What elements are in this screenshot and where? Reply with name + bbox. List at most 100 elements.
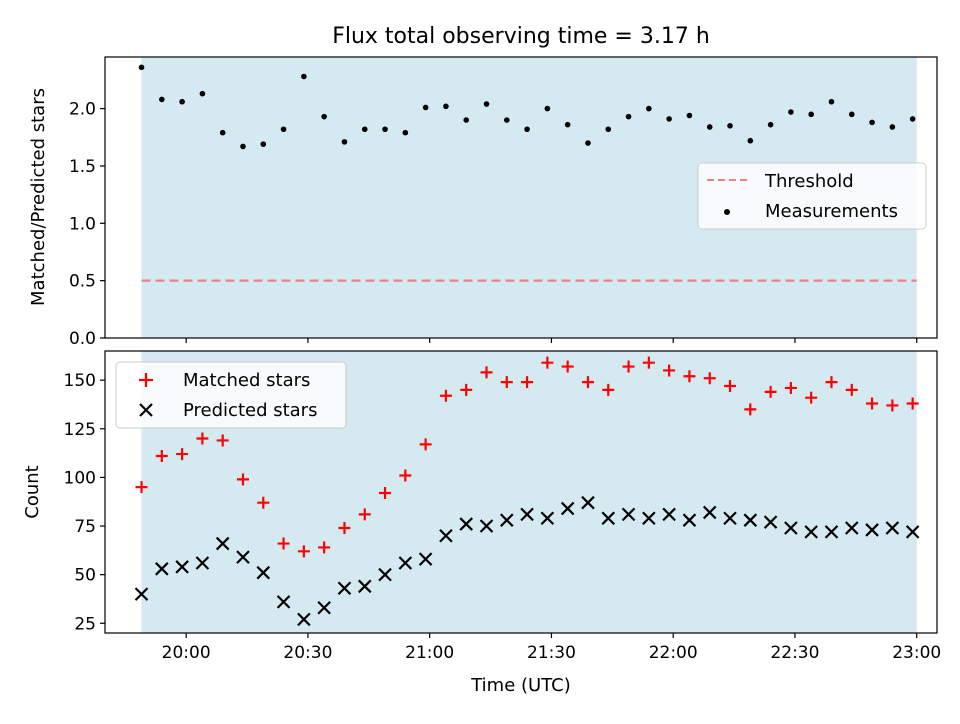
ratio-x-ticks: [185, 338, 918, 343]
time-x-label: Time (UTC): [470, 675, 571, 696]
measurement-point: [402, 129, 409, 136]
predicted-star-marker: [479, 519, 494, 533]
time-x-tick-label: 22:00: [649, 643, 698, 663]
matched-star-marker: [338, 521, 351, 534]
matched-star-marker: [703, 372, 716, 385]
measurement-point: [767, 121, 774, 128]
measurement-point: [646, 105, 652, 112]
measurement-point: [260, 141, 267, 147]
measurement-point: [869, 119, 875, 126]
time-x-tick-label: 20:30: [283, 643, 332, 663]
predicted-star-marker: [804, 525, 818, 539]
time-x-tick-label: 22:30: [770, 643, 819, 663]
measurement-point: [524, 126, 530, 133]
counts-y-axis: 25 50 75 100 125 150: [64, 371, 105, 634]
measurement-point: [828, 98, 835, 105]
matched-star-marker: [784, 381, 797, 394]
matched-stars-points: [135, 356, 919, 558]
predicted-star-marker: [824, 525, 839, 539]
matched-star-marker: [297, 545, 310, 558]
predicted-star-marker: [682, 513, 697, 527]
measurement-point: [280, 126, 287, 133]
predicted-star-marker: [702, 505, 717, 520]
matched-star-marker: [845, 383, 858, 396]
matched-star-marker: [886, 399, 899, 412]
time-x-tick-label: 23:00: [892, 643, 941, 663]
measurement-point: [727, 123, 733, 129]
matched-star-marker: [460, 383, 473, 396]
matched-star-marker: [541, 356, 554, 369]
matched-star-marker: [176, 448, 189, 461]
legend-predicted-label: Predicted stars: [183, 400, 317, 421]
predicted-star-marker: [763, 515, 778, 529]
predicted-star-marker: [155, 562, 169, 576]
ratio-y-label: Matched/Predicted stars: [28, 88, 49, 306]
matched-star-marker: [561, 360, 574, 373]
ratio-y-tick-label: 0.5: [69, 272, 96, 292]
time-x-axis: 20:00 20:30 21:00 21:30 22:00 22:30 23:00: [162, 633, 941, 663]
predicted-star-marker: [581, 495, 595, 510]
measurement-point: [138, 64, 145, 71]
measurement-point: [848, 111, 855, 118]
measurement-point: [361, 126, 368, 133]
matched-star-marker: [805, 391, 818, 404]
predicted-star-marker: [743, 513, 758, 527]
measurement-point: [909, 116, 916, 122]
measurement-point: [605, 126, 612, 133]
predicted-star-marker: [844, 521, 859, 535]
matched-star-marker: [683, 370, 696, 383]
matched-star-marker: [135, 481, 148, 494]
measurement-point: [199, 90, 206, 97]
measurement-point: [706, 124, 713, 130]
legend-predicted-swatch: [139, 403, 153, 417]
ratio-panel: 0.00.51.01.52.0 Matched/Predicted stars …: [28, 56, 938, 349]
predicted-star-marker: [418, 552, 433, 566]
ratio-y-tick-label: 0.0: [69, 329, 96, 349]
counts-y-tick-label: 75: [74, 517, 96, 537]
counts-legend-box: [115, 361, 347, 429]
measurement-point: [341, 139, 348, 145]
measurement-point: [443, 103, 449, 110]
matched-star-marker: [196, 432, 209, 445]
predicted-star-marker: [195, 556, 210, 570]
predicted-star-marker: [662, 507, 676, 522]
counts-y-tick-label: 100: [64, 468, 96, 488]
predicted-star-marker: [378, 567, 392, 582]
measurement-point: [382, 126, 388, 133]
measurement-point: [585, 140, 591, 146]
measurement-points: [138, 64, 916, 150]
predicted-star-marker: [134, 587, 149, 601]
matched-star-marker: [318, 541, 331, 554]
matched-star-marker: [825, 376, 838, 389]
ratio-y-tick-label: 1.0: [69, 214, 96, 234]
predicted-star-marker: [905, 525, 920, 539]
measurement-point: [179, 98, 185, 105]
matched-star-marker: [419, 438, 432, 451]
measurement-point: [544, 105, 551, 112]
ratio-panel-frame: [104, 56, 938, 339]
matched-star-marker: [358, 508, 371, 521]
time-x-tick-label: 20:00: [162, 643, 211, 663]
measurement-point: [422, 104, 429, 111]
matched-star-marker: [500, 376, 513, 389]
predicted-star-marker: [865, 523, 879, 537]
counts-panel-frame: [104, 350, 938, 634]
legend-threshold-label: Threshold: [764, 171, 854, 192]
predicted-star-marker: [642, 511, 656, 526]
matched-star-marker: [622, 360, 635, 373]
predicted-stars-points: [134, 495, 920, 627]
time-x-tick-label: 21:30: [527, 643, 576, 663]
predicted-star-marker: [215, 536, 230, 551]
predicted-star-marker: [540, 511, 555, 526]
predicted-star-marker: [784, 521, 798, 535]
matched-star-marker: [379, 486, 392, 499]
matched-star-marker: [581, 376, 594, 389]
matched-star-marker: [439, 389, 452, 402]
counts-y-tick-label: 125: [64, 420, 96, 440]
counts-panel: 25 50 75 100 125 150 20:00 20:30 21:00 21:30 22:0…: [22, 350, 941, 696]
predicted-star-marker: [520, 507, 534, 522]
predicted-star-marker: [560, 501, 575, 516]
predicted-star-marker: [297, 612, 311, 627]
measurement-point: [747, 137, 754, 144]
